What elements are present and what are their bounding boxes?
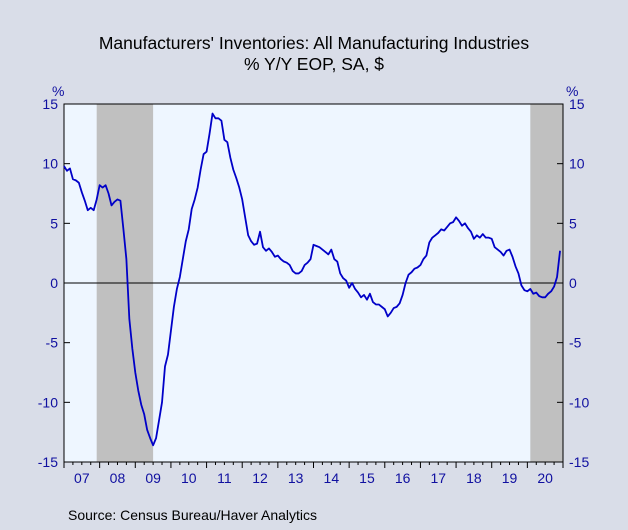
y-tick-label-right: 15	[569, 96, 585, 112]
x-tick-label: 09	[145, 470, 161, 486]
x-tick-label: 18	[466, 470, 482, 486]
chart-subtitle: % Y/Y EOP, SA, $	[243, 54, 385, 74]
x-tick-label: 14	[324, 470, 340, 486]
y-axis-unit-right: %	[566, 83, 579, 99]
y-tick-label-right: -10	[569, 394, 589, 410]
y-tick-label-right: 0	[569, 275, 577, 291]
y-tick-label-left: -10	[38, 394, 58, 410]
x-tick-label: 19	[502, 470, 518, 486]
y-tick-label-left: 15	[42, 96, 58, 112]
y-axis-unit-left: %	[52, 83, 65, 99]
x-tick-label: 16	[395, 470, 411, 486]
y-tick-label-right: 5	[569, 215, 577, 231]
y-tick-label-left: 5	[50, 215, 58, 231]
plot-area: 15 15 10 10 5 5 0 0 -5 -5 -10 -10 -15 -15 07 08 09 10 11 12…	[38, 96, 590, 486]
chart-title: Manufacturers' Inventories: All Manufact…	[98, 33, 530, 53]
y-tick-label-right: -5	[569, 335, 582, 351]
y-tick-label-left: 0	[50, 275, 58, 291]
series-line	[63, 112, 561, 447]
x-tick-label: 07	[74, 470, 90, 486]
y-tick-label-right: -15	[569, 454, 589, 470]
y-tick-label-left: 10	[42, 156, 58, 172]
x-tick-label: 12	[252, 470, 268, 486]
x-tick-label: 11	[217, 470, 232, 486]
x-tick-label: 13	[288, 470, 304, 486]
x-tick-label: 10	[181, 470, 197, 486]
x-tick-label: 08	[110, 470, 126, 486]
y-tick-label-left: -15	[38, 454, 58, 470]
y-tick-label-right: 10	[569, 156, 585, 172]
x-tick-label: 15	[359, 470, 375, 486]
y-tick-label-left: -5	[46, 335, 59, 351]
x-tick-label: 17	[430, 470, 446, 486]
source-note: Source: Census Bureau/Haver Analytics	[68, 507, 318, 523]
x-tick-label: 20	[537, 470, 553, 486]
